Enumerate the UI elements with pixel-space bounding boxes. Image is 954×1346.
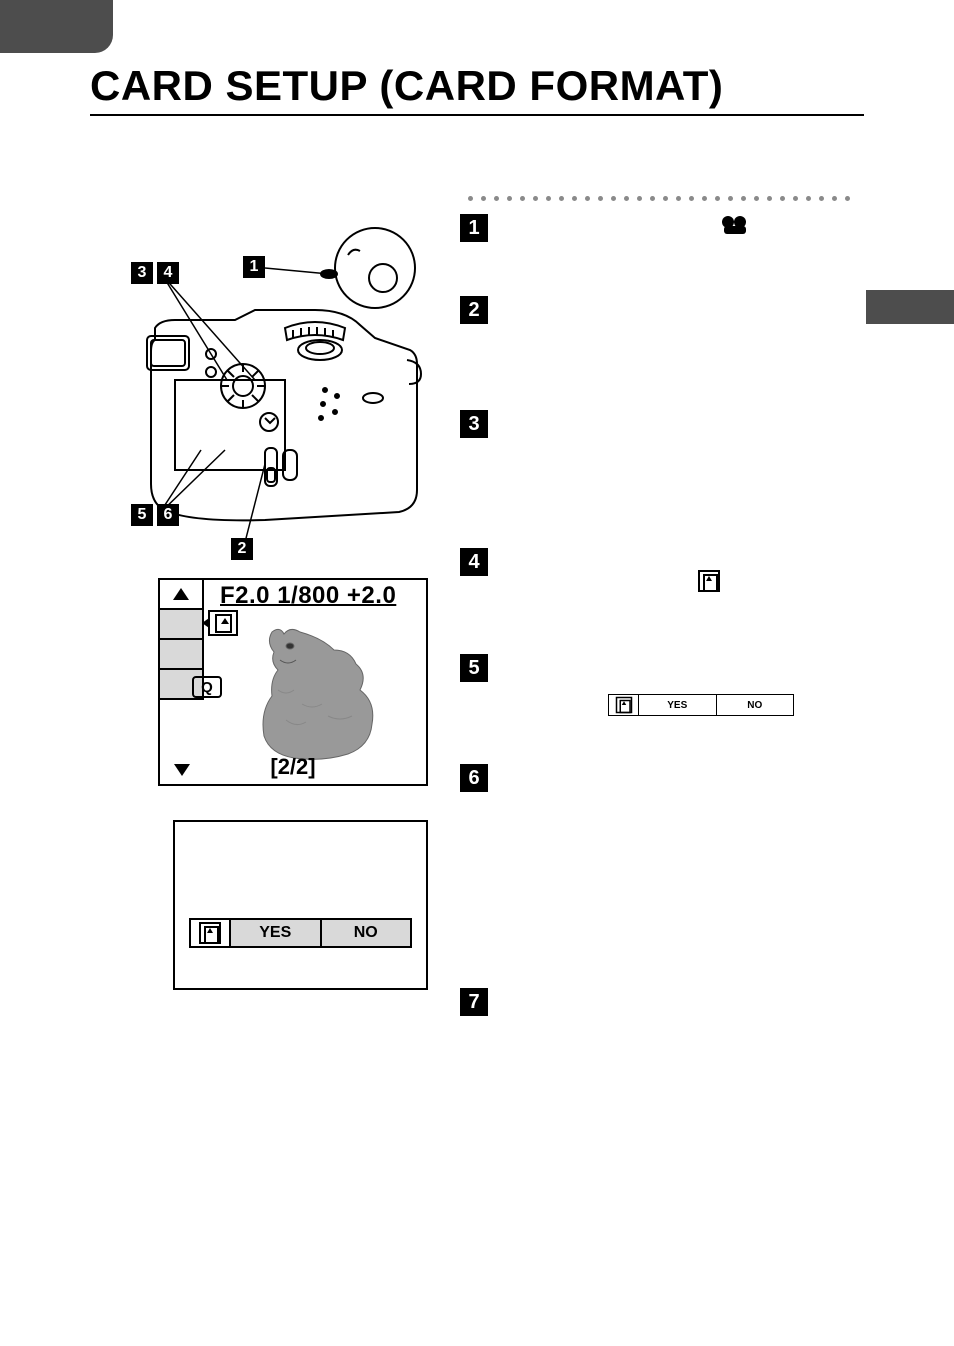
step-number: 7 xyxy=(460,988,488,1016)
step-7: 7 xyxy=(460,988,488,1016)
step-1: 1 xyxy=(460,214,488,242)
step-3: 3 xyxy=(460,410,488,438)
quick-view-icon: Q xyxy=(192,676,222,698)
step-number: 2 xyxy=(460,296,488,324)
triangle-down-icon xyxy=(174,764,190,776)
confirm-yes[interactable]: YES xyxy=(231,920,322,946)
callout-3: 3 xyxy=(131,262,153,284)
card-icon xyxy=(698,570,720,592)
confirm-no[interactable]: NO xyxy=(322,920,411,946)
step-6: 6 xyxy=(460,764,488,792)
confirm-yes[interactable]: YES xyxy=(639,695,717,715)
page-title: CARD SETUP (CARD FORMAT) xyxy=(90,62,723,109)
step-number: 1 xyxy=(460,214,488,242)
exposure-readout: F2.0 1/800 +2.0 xyxy=(220,582,396,610)
page-title-wrap: CARD SETUP (CARD FORMAT) xyxy=(90,62,864,116)
sample-image-dog xyxy=(230,620,410,770)
triangle-up-icon xyxy=(173,588,189,600)
step-number: 3 xyxy=(460,410,488,438)
side-tab xyxy=(866,290,954,324)
mode-icon xyxy=(720,212,750,238)
step-4: 4 xyxy=(460,548,488,576)
dotted-divider xyxy=(468,190,858,194)
callout-5: 5 xyxy=(131,504,153,526)
lcd-preview-screen: F2.0 1/800 +2.0 Q xyxy=(158,578,428,786)
callout-6: 6 xyxy=(157,504,179,526)
step-2: 2 xyxy=(460,296,488,324)
card-icon xyxy=(609,695,639,715)
callout-2: 2 xyxy=(231,538,253,560)
step-number: 6 xyxy=(460,764,488,792)
step-number: 5 xyxy=(460,654,488,682)
menu-page-counter: [2/2] xyxy=(270,754,315,780)
camera-diagram: 3 4 1 5 6 2 xyxy=(115,220,425,560)
lcd-confirm-screen: YES NO xyxy=(173,820,428,990)
card-icon xyxy=(191,920,231,946)
step-5: 5 xyxy=(460,654,488,682)
confirm-row-small: YES NO xyxy=(608,694,794,716)
header-tab xyxy=(0,0,113,53)
confirm-no[interactable]: NO xyxy=(717,695,794,715)
callout-4: 4 xyxy=(157,262,179,284)
step-number: 4 xyxy=(460,548,488,576)
confirm-row: YES NO xyxy=(189,918,412,948)
callout-1: 1 xyxy=(243,256,265,278)
